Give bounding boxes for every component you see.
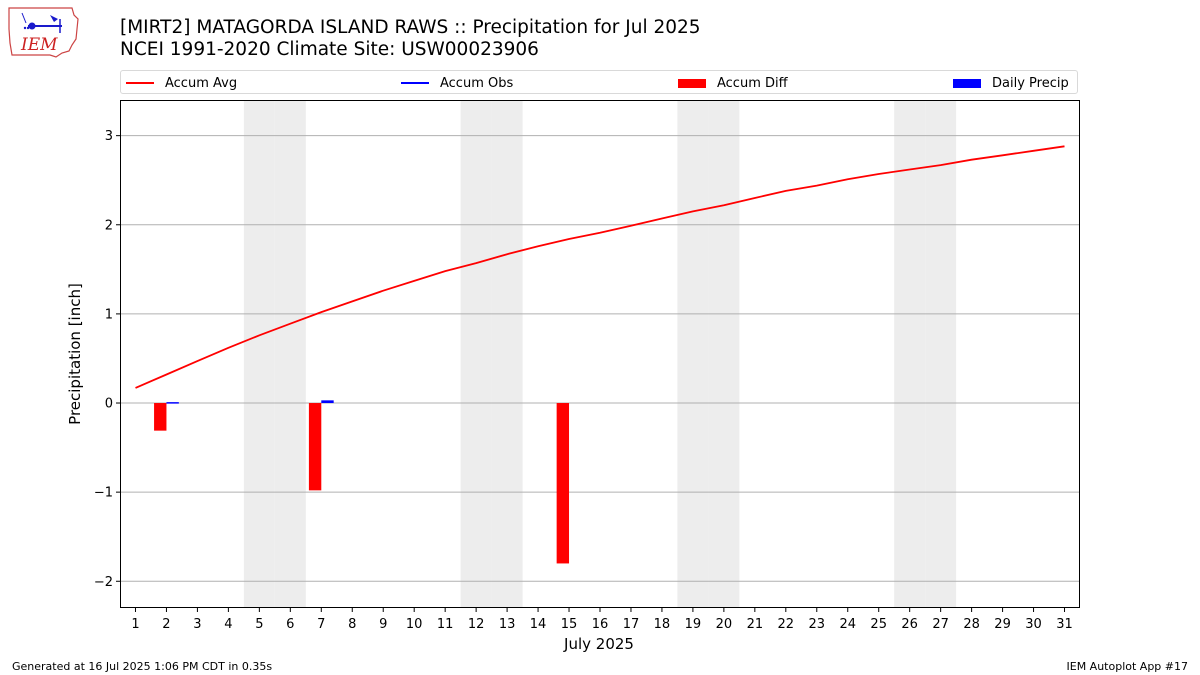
legend-swatch-daily-precip — [953, 78, 981, 88]
x-tick-label: 16 — [592, 617, 609, 632]
plot-frame — [120, 100, 1080, 608]
x-tick-label: 11 — [437, 617, 454, 632]
x-tick-label: 15 — [561, 617, 578, 632]
x-axis-ticks: 1 2 3 4 5 6 7 8 9 10 11 12 13 14 15 16 17 18 19 20 21 22 23 24 2… — [131, 608, 1073, 632]
accum-diff-bar — [556, 403, 570, 564]
x-tick-label: 14 — [530, 617, 547, 632]
y-tick-label: 1 — [105, 307, 113, 322]
x-tick-label: 1 — [131, 617, 139, 632]
legend-item-accum-diff: Accum Diff — [678, 71, 788, 95]
x-tick-label: 9 — [379, 617, 387, 632]
x-tick-label: 3 — [193, 617, 201, 632]
legend-swatch-accum-obs — [401, 82, 429, 84]
x-tick-label: 25 — [870, 617, 887, 632]
gridlines — [120, 135, 1080, 582]
weekend-band — [491, 100, 523, 608]
weekend-band — [708, 100, 740, 608]
weekend-shading — [243, 100, 957, 608]
logo-text: IEM — [20, 35, 58, 55]
x-tick-label: 10 — [406, 617, 423, 632]
x-tick-label: 6 — [286, 617, 294, 632]
x-tick-label: 4 — [224, 617, 232, 632]
y-axis-ticks: −2 −1 0 1 2 3 — [94, 129, 120, 590]
iem-logo: IEM — [6, 5, 82, 59]
x-tick-label: 12 — [468, 617, 485, 632]
legend-item-accum-avg: Accum Avg — [126, 71, 237, 95]
y-axis-label: Precipitation [inch] — [66, 283, 84, 425]
legend-item-daily-precip: Daily Precip — [953, 71, 1069, 95]
y-tick-label: −1 — [94, 486, 113, 501]
legend-label-accum-avg: Accum Avg — [165, 75, 238, 91]
x-tick-label: 7 — [317, 617, 325, 632]
y-tick-label: 2 — [105, 218, 113, 233]
x-tick-label: 20 — [716, 617, 733, 632]
chart-title: [MIRT2] MATAGORDA ISLAND RAWS :: Precipi… — [120, 17, 701, 38]
x-tick-label: 13 — [499, 617, 516, 632]
legend-label-accum-obs: Accum Obs — [440, 75, 514, 91]
legend: Accum Avg Accum Obs Accum Diff Daily Pre… — [120, 70, 1078, 94]
x-tick-label: 26 — [901, 617, 918, 632]
legend-item-accum-obs: Accum Obs — [401, 71, 513, 95]
y-tick-label: 0 — [105, 397, 113, 412]
legend-swatch-accum-avg — [126, 82, 154, 84]
x-tick-label: 28 — [963, 617, 980, 632]
chart-subtitle: NCEI 1991-2020 Climate Site: USW00023906 — [120, 39, 539, 60]
x-tick-label: 29 — [994, 617, 1011, 632]
y-tick-label: −2 — [94, 575, 113, 590]
weekend-band — [925, 100, 957, 608]
y-tick-label: 3 — [105, 129, 113, 144]
weekend-band — [274, 100, 306, 608]
daily-precip-bar — [166, 402, 179, 404]
x-tick-label: 2 — [162, 617, 170, 632]
legend-swatch-accum-diff — [678, 78, 706, 88]
legend-label-accum-diff: Accum Diff — [717, 75, 788, 91]
accum-diff-bar — [308, 403, 322, 491]
x-tick-label: 30 — [1025, 617, 1042, 632]
weekend-band — [243, 100, 275, 608]
generated-timestamp: Generated at 16 Jul 2025 1:06 PM CDT in … — [12, 660, 273, 673]
x-tick-label: 27 — [932, 617, 949, 632]
x-tick-label: 23 — [809, 617, 826, 632]
accum-avg-line — [135, 145, 1065, 389]
lines — [135, 145, 1065, 389]
x-tick-label: 5 — [255, 617, 263, 632]
weekend-band — [460, 100, 492, 608]
weekend-band — [894, 100, 926, 608]
app-credit: IEM Autoplot App #17 — [1066, 660, 1189, 673]
daily-precip-bar — [321, 400, 334, 404]
x-tick-label: 21 — [747, 617, 764, 632]
x-tick-label: 19 — [685, 617, 702, 632]
weekend-band — [677, 100, 709, 608]
x-axis-label: July 2025 — [563, 635, 634, 653]
x-tick-label: 24 — [839, 617, 856, 632]
iem-logo-graphic: IEM — [8, 7, 79, 58]
x-tick-label: 17 — [623, 617, 640, 632]
x-tick-label: 18 — [654, 617, 671, 632]
bars — [154, 400, 570, 564]
legend-label-daily-precip: Daily Precip — [992, 75, 1069, 91]
x-tick-label: 8 — [348, 617, 356, 632]
x-tick-label: 22 — [778, 617, 795, 632]
x-tick-label: 31 — [1056, 617, 1073, 632]
accum-diff-bar — [154, 403, 167, 431]
